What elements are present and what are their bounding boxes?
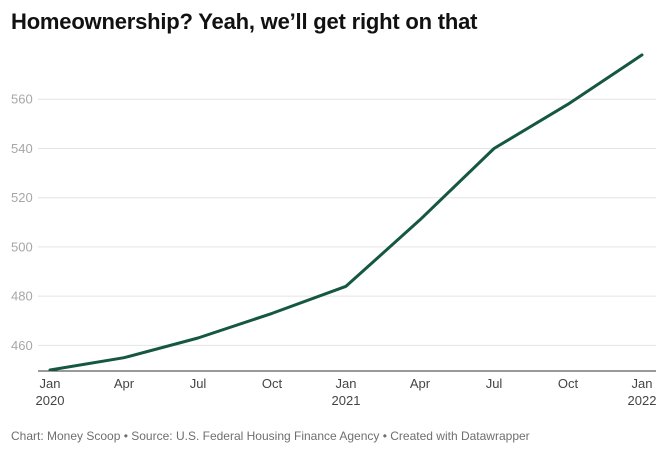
y-tick-label: 520 — [11, 190, 33, 205]
x-tick-labels: Jan 2020 Apr Jul Oct Jan 2021 Apr Jul Oct Jan 2022 — [36, 376, 657, 408]
x-tick-year-label: 2021 — [332, 393, 361, 408]
gridlines — [38, 98, 656, 346]
y-tick-label: 480 — [11, 289, 33, 304]
series — [48, 53, 644, 372]
x-tick-year-label: 2022 — [628, 393, 657, 408]
y-tick-label: 460 — [11, 338, 33, 353]
x-tick-label: Apr — [114, 376, 135, 391]
chart-footer: Chart: Money Scoop • Source: U.S. Federa… — [11, 429, 530, 443]
y-tick-label: 560 — [11, 92, 33, 107]
x-tick-year-label: 2020 — [36, 393, 65, 408]
x-tick-label: Oct — [558, 376, 579, 391]
x-tick-label: Jan — [632, 376, 653, 391]
x-tick-label: Jul — [486, 376, 503, 391]
x-tick-label: Apr — [410, 376, 431, 391]
series-line — [48, 53, 644, 372]
y-tick-label: 540 — [11, 141, 33, 156]
x-tick-label: Jan — [336, 376, 357, 391]
chart-title: Homeownership? Yeah, we’ll get right on … — [11, 9, 478, 34]
x-tick-label: Jul — [190, 376, 207, 391]
y-tick-labels: 460 480 500 520 540 560 — [11, 92, 33, 353]
y-tick-label: 500 — [11, 239, 33, 254]
x-tick-label: Oct — [262, 376, 283, 391]
x-tick-label: Jan — [40, 376, 61, 391]
